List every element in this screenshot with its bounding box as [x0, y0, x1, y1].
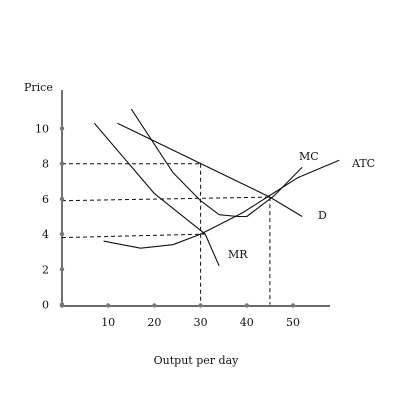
y-axis-marker-8 — [59, 161, 65, 166]
y-tick-label-8: 8 — [42, 158, 49, 171]
series-line-mc — [130, 108, 303, 218]
x-tick-label-30: 30 — [194, 316, 208, 329]
reference-line-2 — [61, 233, 206, 239]
series-line-d — [117, 122, 303, 217]
y-tick-label-6: 6 — [42, 193, 49, 206]
reference-line-3 — [61, 196, 270, 202]
series-line-atc — [103, 159, 340, 249]
y-tick-label-0: 0 — [42, 299, 49, 312]
curve-label-atc: ATC — [351, 157, 375, 170]
x-axis-marker-50 — [290, 303, 296, 308]
reference-lines — [61, 163, 271, 305]
series-lines — [93, 108, 340, 267]
y-axis-marker-10 — [59, 126, 65, 131]
x-tick-label-50: 50 — [286, 316, 300, 329]
x-axis-marker-30 — [198, 303, 203, 308]
x-axis-marker-40 — [244, 303, 249, 308]
y-axis-marker-0 — [59, 302, 65, 307]
x-axis-marker-20 — [152, 303, 157, 308]
axis-markers — [59, 126, 296, 308]
x-tick-label-40: 40 — [240, 316, 254, 329]
y-axis-marker-4 — [59, 231, 65, 237]
y-tick-label-2: 2 — [42, 263, 49, 276]
y-axis-marker-6 — [59, 196, 65, 202]
x-tick-label-10: 10 — [101, 316, 115, 329]
x-tick-label-20: 20 — [147, 316, 161, 329]
x-axis-title: Output per day — [154, 354, 239, 367]
curve-label-mr: MR — [228, 248, 248, 261]
y-tick-label-4: 4 — [42, 228, 49, 241]
y-tick-label-10: 10 — [35, 123, 49, 136]
curve-label-d: D — [318, 209, 327, 222]
x-axis-marker-10 — [106, 303, 111, 308]
curve-label-mc: MC — [299, 150, 319, 163]
tick-labels: 10 20 30 40 50 0 2 4 6 8 10 — [35, 123, 300, 330]
y-axis-marker-2 — [59, 267, 65, 272]
series-line-mr — [93, 122, 220, 267]
y-axis-title: Price — [24, 81, 53, 94]
